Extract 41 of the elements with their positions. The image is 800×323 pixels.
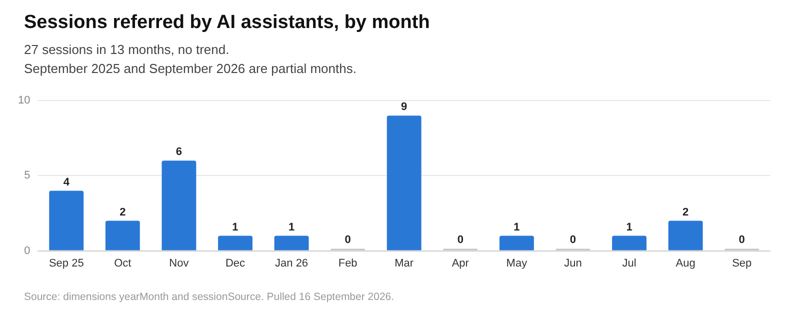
x-tick-label: Jun [564, 257, 582, 270]
chart-title: Sessions referred by AI assistants, by month [24, 12, 430, 34]
bar [274, 236, 309, 250]
data-label: 0 [570, 234, 576, 246]
data-label: 1 [288, 221, 295, 234]
data-label: 4 [63, 176, 70, 188]
data-label: 2 [120, 206, 126, 218]
bar [105, 220, 140, 250]
x-tick-label: Mar [394, 257, 414, 270]
x-tick-label: Jan 26 [275, 257, 308, 270]
data-label: 2 [682, 206, 689, 218]
bar [612, 236, 646, 250]
x-tick-label: May [506, 257, 528, 270]
bar [668, 220, 703, 250]
y-tick-label: 10 [18, 94, 30, 107]
x-tick-label: Sep 25 [48, 257, 84, 270]
x-tick-label: Oct [114, 257, 132, 270]
x-tick-label: Jul [622, 257, 636, 270]
bar [162, 160, 196, 250]
x-tick-label: Nov [169, 257, 190, 270]
bar [499, 236, 534, 250]
bar [218, 236, 252, 250]
data-label: 1 [626, 221, 632, 234]
x-tick-label: Aug [676, 257, 696, 270]
source-note: Source: dimensions yearMonth and sessionSource. Pulled 16 September 2026. [24, 291, 394, 303]
y-tick-label: 0 [24, 244, 30, 257]
bar [386, 116, 422, 250]
x-tick-label: Dec [225, 257, 246, 270]
data-label: 6 [176, 146, 182, 158]
data-label: 1 [514, 221, 520, 234]
data-label: 0 [457, 234, 464, 246]
data-label: 1 [232, 221, 238, 234]
data-label: 0 [738, 234, 745, 246]
data-label: 0 [344, 234, 351, 246]
x-tick-label: Apr [452, 257, 470, 270]
x-tick-label: Sep [732, 257, 752, 270]
data-label: 9 [401, 101, 408, 114]
x-tick-label: Feb [338, 257, 358, 270]
chart-subtitle: 27 sessions in 13 months, no trend. September 2025 and September 2026 are partial months. [24, 41, 356, 78]
y-tick-label: 5 [24, 170, 30, 182]
bar [49, 190, 84, 250]
